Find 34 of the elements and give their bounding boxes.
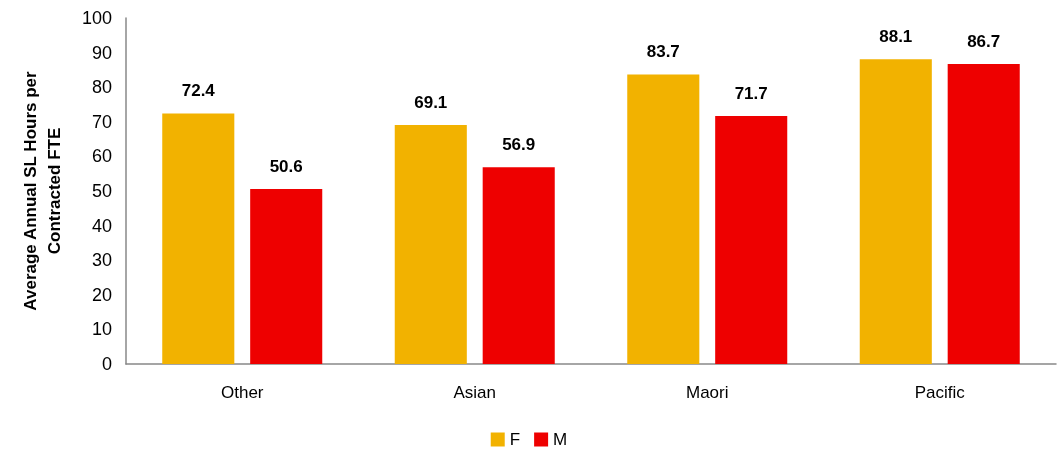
- data-label: 69.1: [414, 92, 448, 112]
- y-tick-label: 80: [91, 77, 112, 98]
- data-label: 50.6: [269, 156, 303, 176]
- y-tick-label: 70: [91, 111, 112, 132]
- data-label: 83.7: [646, 42, 680, 62]
- y-tick-label: 0: [101, 354, 112, 374]
- x-tick-label: Pacific: [914, 383, 966, 402]
- data-label: 88.1: [879, 27, 913, 47]
- data-label: 71.7: [734, 83, 768, 103]
- y-tick-label: 90: [91, 42, 112, 63]
- x-tick-label: Maori: [685, 383, 729, 402]
- data-label: 56.9: [502, 135, 536, 155]
- bar: [394, 124, 467, 364]
- y-tick-label: 60: [91, 146, 112, 167]
- bar: [162, 113, 235, 364]
- y-tick-label: 50: [91, 181, 112, 201]
- bar: [250, 188, 323, 364]
- y-tick-label: 30: [91, 250, 112, 271]
- legend-label: F: [509, 430, 521, 449]
- bar: [947, 64, 1020, 364]
- x-tick-label: Other: [220, 383, 264, 402]
- y-tick-label: 10: [91, 319, 112, 340]
- bar: [482, 167, 555, 364]
- bar: [627, 74, 700, 364]
- y-tick-label: 20: [91, 284, 112, 305]
- data-label: 72.4: [181, 81, 216, 101]
- bar: [715, 115, 788, 364]
- x-tick-label: Asian: [453, 383, 497, 402]
- y-tick-label: 100: [81, 8, 112, 28]
- legend-label: M: [553, 430, 568, 449]
- bar: [859, 59, 932, 364]
- y-tick-label: 40: [91, 215, 112, 236]
- y-axis-title: Average Annual SL Hours per Contracted FTE: [20, 70, 64, 311]
- data-label: 86.7: [967, 32, 1001, 52]
